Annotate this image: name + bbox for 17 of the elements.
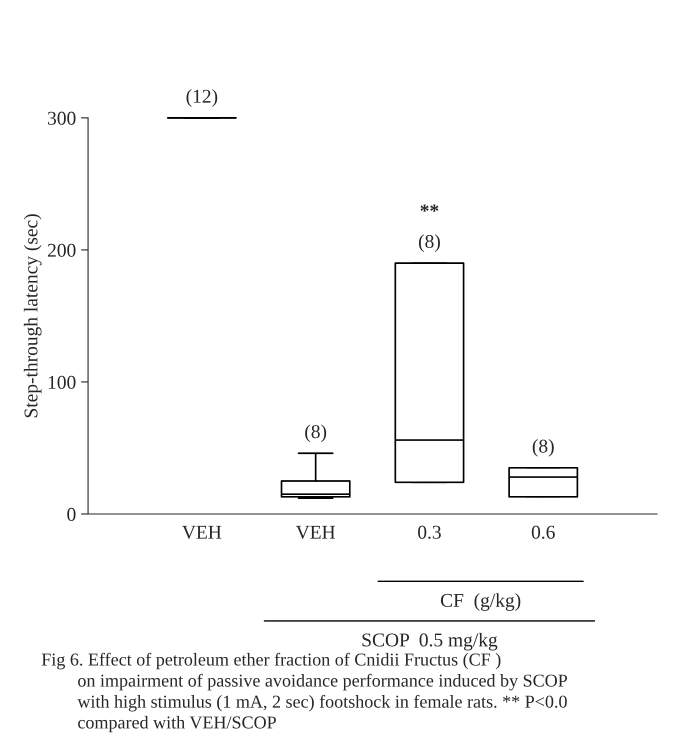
text: (8) bbox=[532, 439, 554, 457]
x-tick-label: VEH bbox=[182, 526, 222, 539]
x-tick-label: VEH bbox=[296, 526, 336, 539]
y-tick-label: 100 bbox=[48, 376, 76, 389]
y-tick-label: 200 bbox=[48, 244, 76, 257]
y-tick-label: 0 bbox=[67, 508, 76, 521]
y-axis-title: Step-through latency (sec) bbox=[24, 214, 42, 418]
text: (8) bbox=[418, 234, 440, 252]
text: SCOP 0.5 mg/kg bbox=[362, 632, 498, 651]
y-tick-label: 300 bbox=[48, 112, 76, 125]
text: (12) bbox=[186, 89, 218, 107]
x-tick-label: 0.3 bbox=[418, 526, 441, 539]
x-tick-label: 0.6 bbox=[532, 526, 555, 539]
caption: Fig 6. Effect of petroleum ether fraction of Cnidii Fructus (CF ) on impairment of passive avoidance performance induced by SCOP with high stimulus (1 mA, 2 sec) footshock in female rats. ** P<0.0 compared with VEH/SCOP bbox=[42, 652, 568, 732]
text: (8) bbox=[305, 424, 326, 442]
text: CF (g/kg) bbox=[440, 593, 520, 611]
annotation: ** bbox=[420, 204, 438, 212]
